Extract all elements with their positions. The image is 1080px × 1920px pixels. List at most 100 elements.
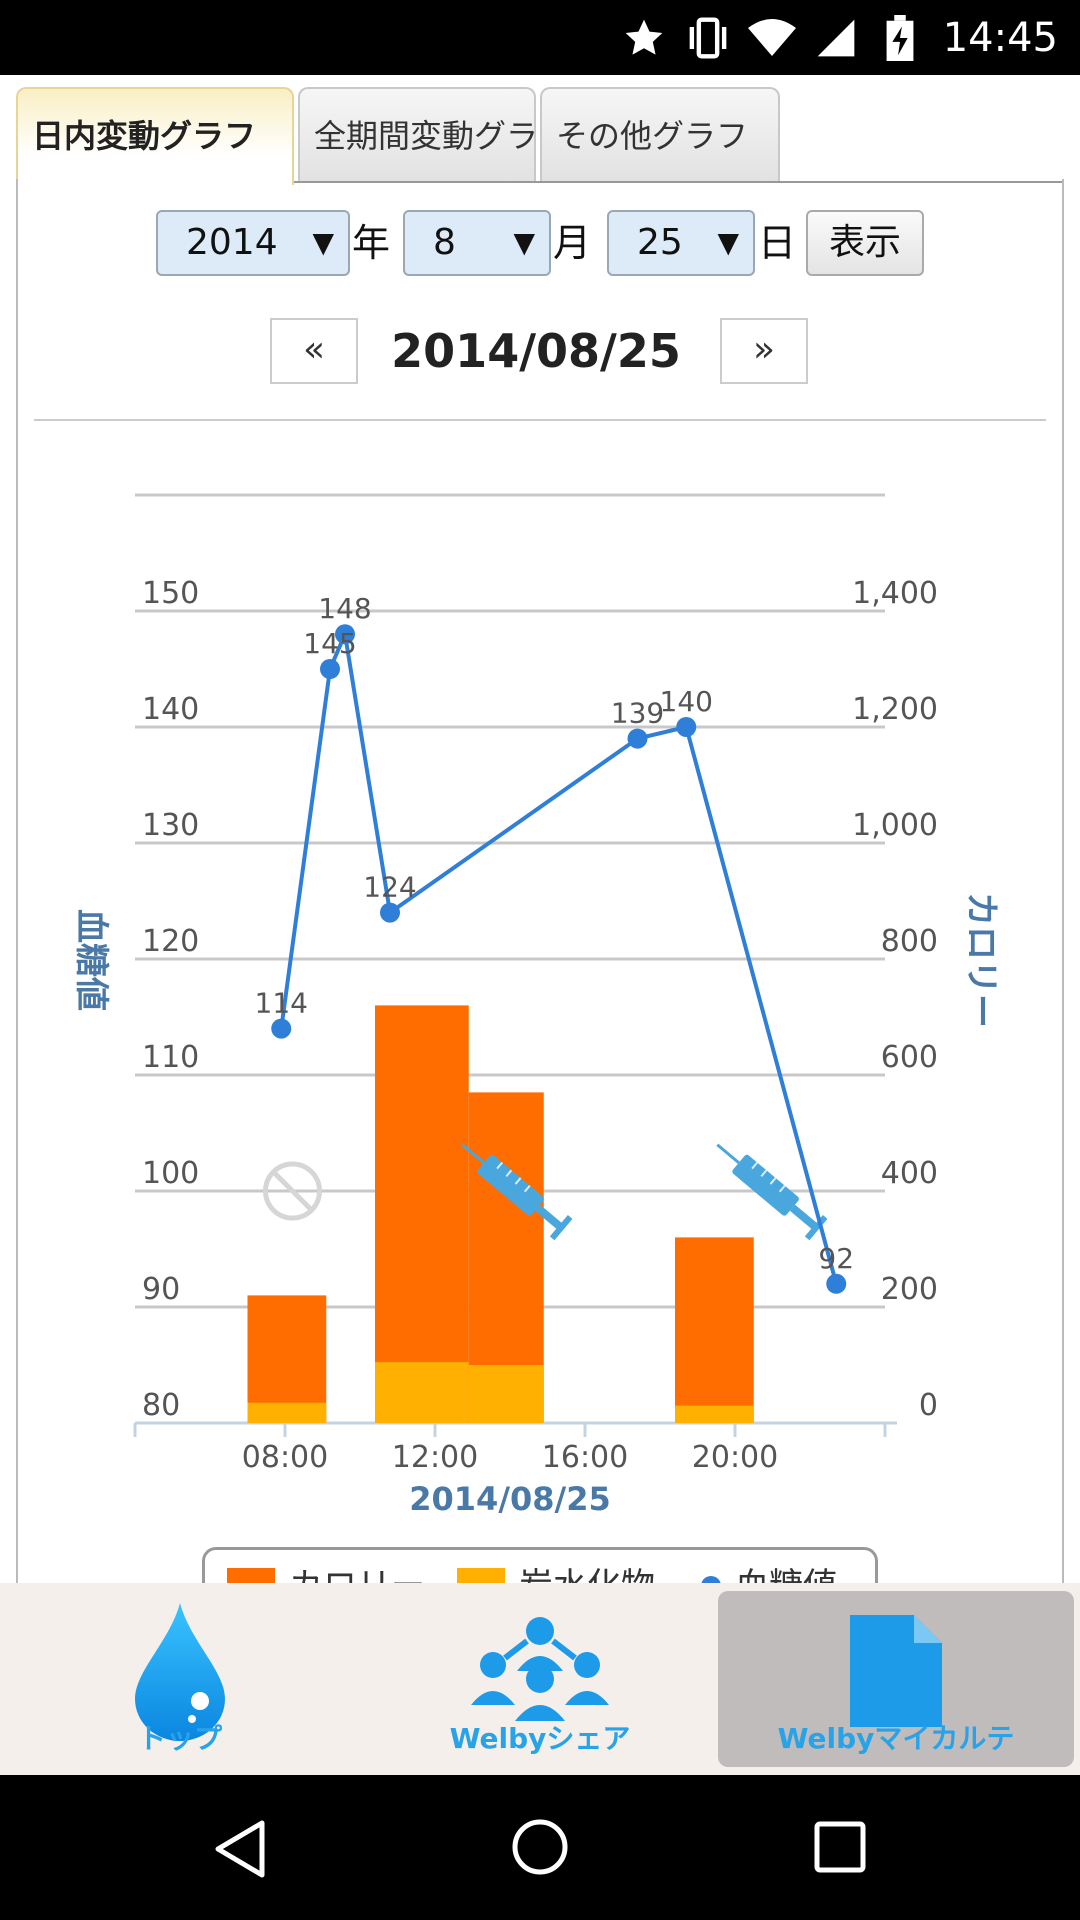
year-value: 2014	[186, 222, 278, 263]
chart-legend: カロリー 炭水化物 血糖値	[202, 1547, 878, 1583]
calorie-bar	[375, 1005, 469, 1423]
y-tick-left: 80	[142, 1388, 180, 1423]
current-date: 2014/08/25	[391, 324, 681, 378]
glucose-data-label: 139	[611, 697, 664, 730]
nav-my-karte[interactable]: Welbyマイカルテ	[718, 1591, 1074, 1767]
carb-bar	[468, 1365, 544, 1423]
legend-carb-label: 炭水化物	[519, 1558, 655, 1583]
calorie-bar	[247, 1295, 327, 1423]
tab-other-graph[interactable]: その他グラフ	[540, 87, 780, 181]
glucose-data-label: 145	[303, 627, 356, 660]
month-value: 8	[433, 222, 456, 263]
syringe-icon	[716, 1143, 828, 1241]
prev-day-button[interactable]: «	[270, 318, 358, 384]
glucose-data-label: 124	[363, 871, 416, 904]
signal-icon	[809, 11, 863, 65]
y-tick-right: 1,000	[852, 808, 938, 843]
recents-icon[interactable]	[814, 1821, 866, 1877]
y-axis-label-left: 血糖値	[71, 909, 111, 1011]
tab-label: その他グラフ	[556, 117, 749, 155]
bottom-nav: トップ Welbyシェア Welbyマイカルテ	[0, 1583, 1080, 1775]
glucose-point	[320, 659, 340, 679]
tab-daily-graph[interactable]: 日内変動グラフ	[16, 87, 294, 185]
glucose-point	[335, 624, 355, 645]
battery-charging-icon	[873, 11, 927, 65]
show-button[interactable]: 表示	[806, 210, 924, 276]
day-select[interactable]: 25 ▼	[607, 210, 755, 276]
star-icon	[617, 11, 671, 65]
y-tick-right: 800	[881, 924, 938, 959]
month-unit: 月	[553, 221, 592, 265]
x-tick-label: 16:00	[542, 1440, 628, 1475]
tab-label: 全期間変動グラフ	[314, 117, 536, 155]
document-icon	[850, 1615, 942, 1727]
y-tick-right: 0	[919, 1388, 938, 1423]
y-tick-left: 130	[142, 808, 199, 843]
y-tick-left: 100	[142, 1156, 199, 1191]
glucose-point	[627, 728, 648, 749]
nav-share[interactable]: Welbyシェア	[420, 1591, 660, 1767]
x-tick-label: 12:00	[392, 1440, 478, 1475]
divider	[34, 419, 1046, 421]
clock: 14:45	[942, 14, 1058, 61]
legend-glucose-swatch	[701, 1576, 721, 1583]
legend-calorie-label: カロリー	[289, 1558, 425, 1583]
system-nav-bar	[0, 1775, 1080, 1920]
y-tick-left: 150	[142, 576, 199, 611]
glucose-data-label: 114	[255, 987, 308, 1020]
drop-icon	[135, 1603, 225, 1741]
next-day-button[interactable]: »	[720, 318, 808, 384]
month-select[interactable]: 8 ▼	[403, 210, 551, 276]
back-icon[interactable]	[212, 1819, 268, 1883]
y-tick-right: 1,200	[852, 692, 938, 727]
year-select[interactable]: 2014 ▼	[156, 210, 350, 276]
y-tick-right: 400	[881, 1156, 938, 1191]
glucose-point	[271, 1018, 292, 1039]
legend-calorie-swatch	[227, 1568, 275, 1583]
glucose-data-label: 148	[318, 592, 371, 625]
y-tick-right: 600	[881, 1040, 938, 1075]
carb-bar	[675, 1405, 754, 1423]
legend-glucose-label: 血糖値	[735, 1558, 837, 1583]
legend-carb-swatch	[457, 1568, 505, 1583]
vibrate-icon	[681, 11, 735, 65]
glucose-point	[826, 1273, 847, 1294]
glucose-point	[676, 717, 697, 737]
tab-all-period-graph[interactable]: 全期間変動グラフ	[298, 87, 536, 181]
nav-top[interactable]: トップ	[60, 1591, 300, 1767]
y-tick-left: 120	[142, 924, 199, 959]
tab-label: 日内変動グラフ	[32, 117, 257, 155]
x-tick-label: 08:00	[242, 1440, 328, 1475]
y-tick-right: 200	[881, 1272, 938, 1307]
main-content: 日内変動グラフ 全期間変動グラフ その他グラフ 2014 ▼ 年 8 ▼ 月 2…	[0, 75, 1080, 1583]
year-unit: 年	[352, 221, 391, 265]
day-unit: 日	[758, 221, 797, 265]
carb-bar	[375, 1362, 469, 1423]
day-value: 25	[637, 222, 683, 263]
nav-label: トップ	[137, 1722, 222, 1755]
y-axis-label-right: カロリー	[961, 892, 1001, 1028]
dropdown-arrow-icon: ▼	[717, 226, 739, 259]
wifi-icon	[745, 11, 799, 65]
home-icon[interactable]	[510, 1817, 570, 1881]
y-tick-left: 110	[142, 1040, 199, 1075]
glucose-data-label: 140	[660, 685, 713, 718]
status-bar: 14:45	[0, 0, 1080, 75]
y-tick-left: 140	[142, 692, 199, 727]
glucose-data-label: 92	[818, 1242, 854, 1275]
graph-panel	[16, 179, 1064, 1583]
x-tick-label: 20:00	[692, 1440, 778, 1475]
no-entry-icon	[263, 1161, 322, 1221]
nav-label: Welbyマイカルテ	[777, 1722, 1015, 1755]
carb-bar	[247, 1402, 327, 1423]
syringe-icon	[461, 1143, 573, 1241]
y-tick-right: 1,400	[852, 576, 938, 611]
people-icon	[471, 1617, 609, 1721]
dropdown-arrow-icon: ▼	[312, 226, 334, 259]
nav-label: Welbyシェア	[449, 1722, 631, 1755]
dropdown-arrow-icon: ▼	[513, 226, 535, 259]
glucose-point	[380, 902, 400, 923]
blood-glucose-chart: 80 90 100 110 120 130 140 150 0 200 400 600 800 1,000…	[71, 493, 1001, 1518]
y-tick-left: 90	[142, 1272, 180, 1307]
tab-bar: 日内変動グラフ 全期間変動グラフ その他グラフ	[16, 81, 1064, 185]
